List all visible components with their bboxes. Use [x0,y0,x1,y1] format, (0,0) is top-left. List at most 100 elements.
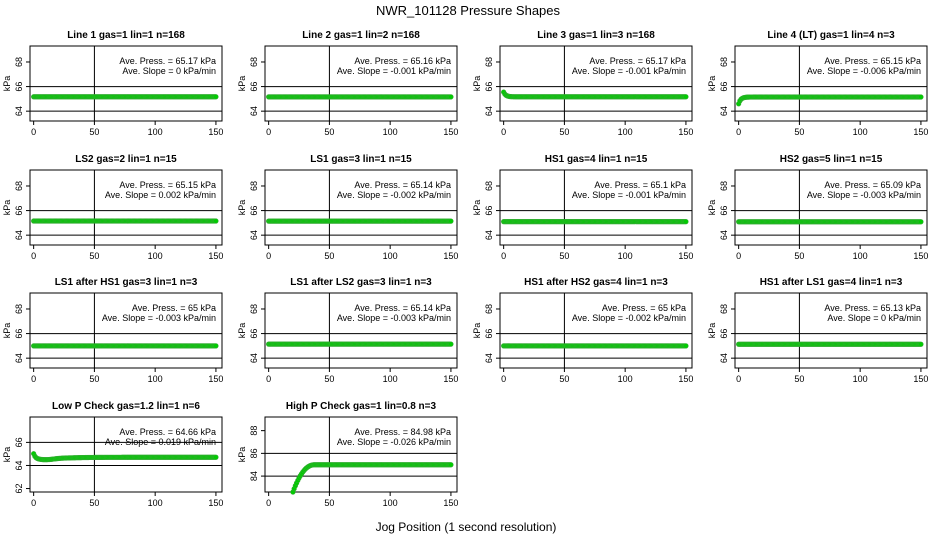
panel-title: Line 4 (LT) gas=1 lin=4 n=3 [767,30,895,41]
plot-frame [499,169,693,246]
panel-title: Line 1 gas=1 lin=1 n=168 [67,30,185,41]
data-points [266,341,454,347]
ave-slope-annotation: Ave. Slope = -0.003 kPa/min [807,190,921,200]
x-tick-label: 0 [31,251,36,261]
x-tick-label: 0 [266,127,271,137]
y-axis-label: kPa [2,447,12,463]
plot-frame [264,169,458,246]
y-tick-label: 68 [14,181,24,191]
x-tick-label: 50 [794,127,804,137]
plot-frame [734,292,928,369]
data-point [683,343,689,349]
data-point [918,341,924,347]
y-tick-label: 84 [249,471,259,481]
panel-title: High P Check gas=1 lin=0.8 n=3 [286,401,437,412]
panel-title: LS1 after HS1 gas=3 lin=1 n=3 [55,277,198,288]
x-tick-label: 100 [853,374,868,384]
panel-title: Low P Check gas=1.2 lin=1 n=6 [52,401,200,412]
ave-press-annotation: Ave. Press. = 65.13 kPa [824,303,921,313]
plot-frame [264,45,458,122]
data-points [501,343,689,349]
ave-press-annotation: Ave. Press. = 65.14 kPa [354,180,451,190]
data-point [448,218,454,224]
x-tick-label: 100 [383,374,398,384]
y-tick-label: 68 [14,304,24,314]
ave-press-annotation: Ave. Press. = 65.15 kPa [119,180,216,190]
data-points [736,341,924,347]
y-axis-label: kPa [472,200,482,216]
x-tick-label: 0 [31,127,36,137]
x-tick-label: 150 [443,498,458,508]
y-tick-label: 64 [719,353,729,363]
data-point [213,343,219,349]
y-axis-label: kPa [472,76,482,92]
ave-press-annotation: Ave. Press. = 84.98 kPa [354,427,451,437]
y-tick-label: 68 [719,181,729,191]
y-tick-label: 68 [719,57,729,67]
plot-frame [29,169,223,246]
plot-frame [499,45,693,122]
y-tick-label: 68 [719,304,729,314]
y-axis-label: kPa [237,200,247,216]
x-tick-label: 150 [913,374,928,384]
x-tick-label: 100 [383,251,398,261]
data-points [736,94,924,107]
y-tick-label: 66 [484,82,494,92]
y-axis-label: kPa [237,447,247,463]
x-tick-label: 100 [853,127,868,137]
x-tick-label: 100 [148,498,163,508]
plot-frame [29,416,223,493]
x-tick-label: 150 [913,127,928,137]
data-point [683,94,689,100]
x-tick-label: 50 [89,251,99,261]
data-points [736,219,924,225]
data-points [31,343,219,349]
x-tick-label: 150 [208,374,223,384]
ave-press-annotation: Ave. Press. = 65.1 kPa [594,180,686,190]
y-axis-label: kPa [472,323,482,339]
y-tick-label: 66 [14,82,24,92]
x-tick-label: 0 [31,498,36,508]
plot-frame [734,169,928,246]
x-tick-label: 50 [324,251,334,261]
ave-slope-annotation: Ave. Slope = -0.001 kPa/min [572,66,686,76]
x-tick-label: 50 [559,374,569,384]
ave-slope-annotation: Ave. Slope = 0.019 kPa/min [105,437,216,447]
x-tick-label: 100 [383,127,398,137]
ave-press-annotation: Ave. Press. = 65 kPa [132,303,216,313]
y-tick-label: 68 [484,304,494,314]
data-points [31,451,219,463]
y-axis-label: kPa [237,76,247,92]
ave-slope-annotation: Ave. Slope = -0.006 kPa/min [807,66,921,76]
y-tick-label: 64 [249,353,259,363]
chart-panel-13: Low P Check gas=1.2 lin=1 n=6 0 50 100 150 62… [2,401,223,508]
x-tick-label: 50 [324,498,334,508]
x-tick-label: 150 [208,498,223,508]
x-tick-label: 150 [208,251,223,261]
y-tick-label: 66 [719,206,729,216]
ave-slope-annotation: Ave. Slope = -0.002 kPa/min [337,190,451,200]
panel-title: LS1 after LS2 gas=3 lin=1 n=3 [290,277,432,288]
ave-slope-annotation: Ave. Slope = 0 kPa/min [827,313,921,323]
data-points [266,94,454,100]
y-tick-label: 86 [249,448,259,458]
y-tick-label: 66 [249,206,259,216]
data-point [683,219,689,225]
y-axis-label: kPa [707,323,717,339]
ave-press-annotation: Ave. Press. = 64.66 kPa [119,427,216,437]
y-tick-label: 88 [249,426,259,436]
data-points [501,219,689,225]
x-tick-label: 100 [618,127,633,137]
x-tick-label: 150 [208,127,223,137]
x-tick-label: 0 [266,498,271,508]
y-axis-label: kPa [237,323,247,339]
plot-frame [29,292,223,369]
x-tick-label: 0 [501,374,506,384]
panel-title: LS2 gas=2 lin=1 n=15 [75,154,177,165]
data-point [213,454,219,460]
x-tick-label: 0 [266,374,271,384]
y-tick-label: 66 [484,206,494,216]
data-points [31,218,219,224]
ave-slope-annotation: Ave. Slope = -0.001 kPa/min [572,190,686,200]
